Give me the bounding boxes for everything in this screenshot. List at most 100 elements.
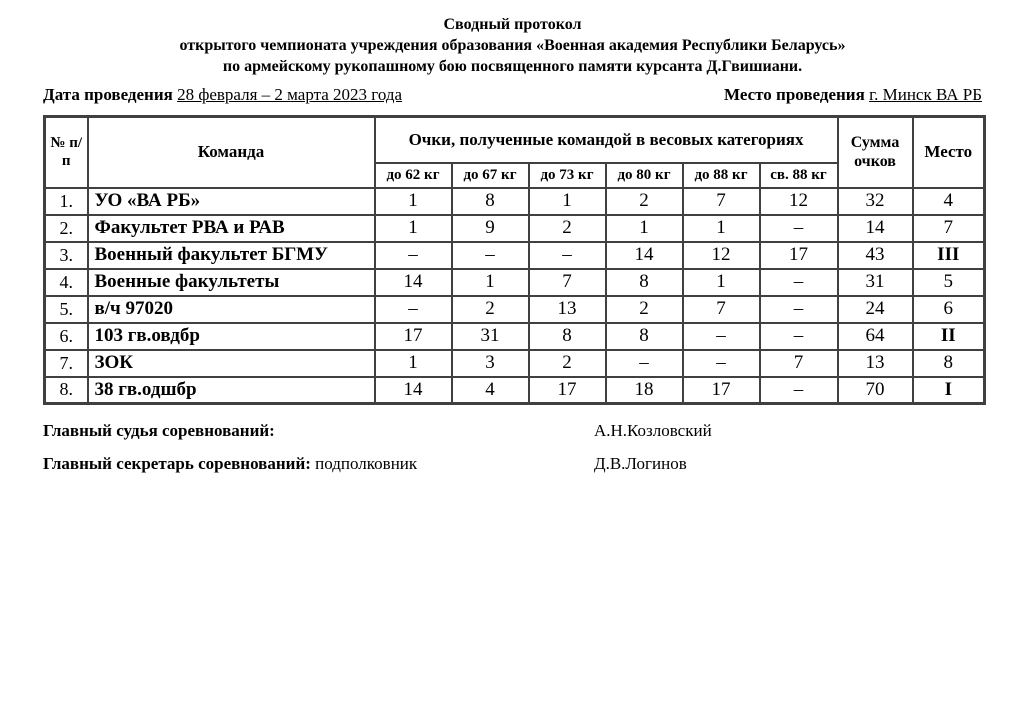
points-67: 8 — [450, 186, 530, 216]
team-name: УО «ВА РБ» — [86, 186, 376, 216]
points-62: 1 — [373, 348, 453, 378]
row-number: 6. — [43, 321, 89, 351]
chief-judge-label: Главный судья соревнований: — [43, 421, 275, 440]
sum-points: 24 — [836, 294, 914, 324]
table-row: 2. Факультет РВА и РАВ 1 9 2 1 1 – 14 7 — [43, 213, 986, 243]
header-sum: Сумма очков — [836, 115, 914, 189]
row-number: 5. — [43, 294, 89, 324]
event-date: Дата проведения 28 февраля – 2 марта 202… — [43, 84, 402, 106]
row-number: 7. — [43, 348, 89, 378]
sum-points: 13 — [836, 348, 914, 378]
points-62: 14 — [373, 375, 453, 405]
points-88: – — [681, 348, 761, 378]
points-80: 2 — [604, 186, 684, 216]
points-67: 2 — [450, 294, 530, 324]
points-73: 13 — [527, 294, 607, 324]
team-name: Военный факультет БГМУ — [86, 240, 376, 270]
points-88: 7 — [681, 186, 761, 216]
team-name: 38 гв.одшбр — [86, 375, 376, 405]
sum-points: 32 — [836, 186, 914, 216]
points-73: 7 — [527, 267, 607, 297]
document-subtitle-dedication: по армейскому рукопашному бою посвященно… — [222, 58, 803, 75]
header-weight-73: до 73 кг — [527, 161, 607, 189]
place: II — [911, 321, 986, 351]
sum-points: 70 — [836, 375, 914, 405]
header-weight-67: до 67 кг — [450, 161, 530, 189]
points-62: 1 — [373, 213, 453, 243]
points-67: 1 — [450, 267, 530, 297]
chief-judge-name: А.Н.Козловский — [594, 421, 712, 440]
table-row: 1. УО «ВА РБ» 1 8 1 2 7 12 32 4 — [43, 186, 986, 216]
table-row: 7. ЗОК 1 3 2 – – 7 13 8 — [43, 348, 986, 378]
place-label: Место проведения — [724, 85, 865, 104]
table-row: 8. 38 гв.одшбр 14 4 17 18 17 – 70 I — [43, 375, 986, 405]
place: I — [911, 375, 986, 405]
event-place: Место проведения г. Минск ВА РБ — [724, 84, 982, 106]
points-88: – — [681, 321, 761, 351]
points-80: 18 — [604, 375, 684, 405]
points-73: 1 — [527, 186, 607, 216]
points-88: 17 — [681, 375, 761, 405]
points-62: 14 — [373, 267, 453, 297]
points-88: 1 — [681, 213, 761, 243]
header-team: Команда — [86, 115, 376, 189]
chief-judge-label-group: Главный судья соревнований: — [43, 420, 594, 442]
chief-secretary-label-group: Главный секретарь соревнований: подполко… — [43, 453, 594, 475]
points-over-88: – — [758, 375, 839, 405]
results-table: № п/п Команда Очки, полученные командой … — [43, 115, 987, 405]
points-67: 3 — [450, 348, 530, 378]
meta-row: Дата проведения 28 февраля – 2 марта 202… — [43, 84, 982, 106]
header-row-number: № п/п — [43, 115, 89, 189]
row-number: 8. — [43, 375, 89, 405]
sum-points: 64 — [836, 321, 914, 351]
team-name: ЗОК — [86, 348, 376, 378]
chief-secretary-row: Главный секретарь соревнований: подполко… — [43, 453, 982, 475]
place: 4 — [911, 186, 986, 216]
team-name: в/ч 97020 — [86, 294, 376, 324]
points-67: 9 — [450, 213, 530, 243]
points-73: 8 — [527, 321, 607, 351]
points-73: 2 — [527, 213, 607, 243]
row-number: 2. — [43, 213, 89, 243]
table-row: 3. Военный факультет БГМУ – – – 14 12 17… — [43, 240, 986, 270]
header-weight-62: до 62 кг — [373, 161, 453, 189]
points-88: 1 — [681, 267, 761, 297]
points-73: 17 — [527, 375, 607, 405]
table-row: 4. Военные факультеты 14 1 7 8 1 – 31 5 — [43, 267, 986, 297]
points-over-88: – — [758, 294, 839, 324]
date-label: Дата проведения — [43, 85, 173, 104]
chief-secretary-name: Д.В.Логинов — [594, 454, 687, 473]
points-80: 8 — [604, 321, 684, 351]
points-80: 8 — [604, 267, 684, 297]
header-weight-80: до 80 кг — [604, 161, 684, 189]
header-points-group: Очки, полученные командой в весовых кате… — [373, 115, 839, 164]
points-67: – — [450, 240, 530, 270]
points-62: – — [373, 294, 453, 324]
points-73: 2 — [527, 348, 607, 378]
sum-points: 43 — [836, 240, 914, 270]
place: 6 — [911, 294, 986, 324]
row-number: 1. — [43, 186, 89, 216]
points-over-88: – — [758, 321, 839, 351]
table-row: 5. в/ч 97020 – 2 13 2 7 – 24 6 — [43, 294, 986, 324]
points-80: 1 — [604, 213, 684, 243]
chief-secretary-rank: подполковник — [315, 454, 418, 473]
team-name: Военные факультеты — [86, 267, 376, 297]
points-62: – — [373, 240, 453, 270]
team-name: 103 гв.овдбр — [86, 321, 376, 351]
chief-secretary-label: Главный секретарь соревнований: — [43, 454, 311, 473]
points-88: 12 — [681, 240, 761, 270]
place: 5 — [911, 267, 986, 297]
points-62: 17 — [373, 321, 453, 351]
table-row: 6. 103 гв.овдбр 17 31 8 8 – – 64 II — [43, 321, 986, 351]
signatures-block: Главный судья соревнований: А.Н.Козловск… — [43, 420, 982, 475]
points-over-88: 17 — [758, 240, 839, 270]
header-weight-88: до 88 кг — [681, 161, 761, 189]
place: 8 — [911, 348, 986, 378]
points-88: 7 — [681, 294, 761, 324]
document-content: Сводный протокол открытого чемпионата уч… — [43, 16, 987, 475]
points-over-88: 12 — [758, 186, 839, 216]
chief-judge-row: Главный судья соревнований: А.Н.Козловск… — [43, 420, 982, 442]
row-number: 4. — [43, 267, 89, 297]
